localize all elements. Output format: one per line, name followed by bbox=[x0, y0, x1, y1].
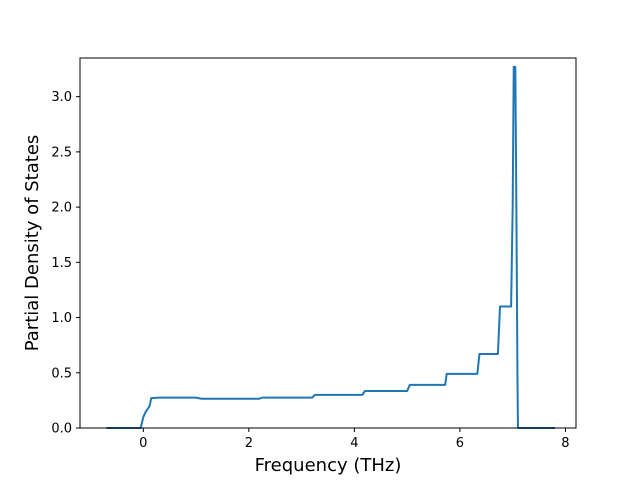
plot-area bbox=[80, 58, 576, 428]
x-tick-label: 6 bbox=[456, 436, 464, 451]
y-tick-label: 0.5 bbox=[51, 366, 72, 381]
y-tick-label: 1.0 bbox=[51, 311, 72, 326]
y-axis-label: Partial Density of States bbox=[22, 135, 43, 352]
x-tick-label: 0 bbox=[139, 436, 147, 451]
x-axis-ticks: 0 2 4 6 8 bbox=[139, 428, 570, 451]
y-tick-label: 3.0 bbox=[51, 90, 72, 105]
x-tick-label: 4 bbox=[350, 436, 358, 451]
x-axis-label: Frequency (THz) bbox=[255, 455, 402, 476]
y-axis-ticks: 0.0 0.5 1.0 1.5 2.0 2.5 3.0 bbox=[51, 90, 80, 437]
series-line-0 bbox=[106, 65, 555, 429]
axes-background bbox=[80, 58, 576, 428]
x-tick-label: 2 bbox=[245, 436, 253, 451]
axes-frame bbox=[79, 57, 577, 429]
y-tick-label: 2.5 bbox=[51, 145, 72, 160]
y-tick-label: 1.5 bbox=[51, 256, 72, 271]
y-tick-label: 2.0 bbox=[51, 201, 72, 216]
y-tick-label: 0.0 bbox=[51, 422, 72, 437]
series-layer bbox=[106, 65, 555, 429]
x-tick-label: 8 bbox=[561, 436, 569, 451]
